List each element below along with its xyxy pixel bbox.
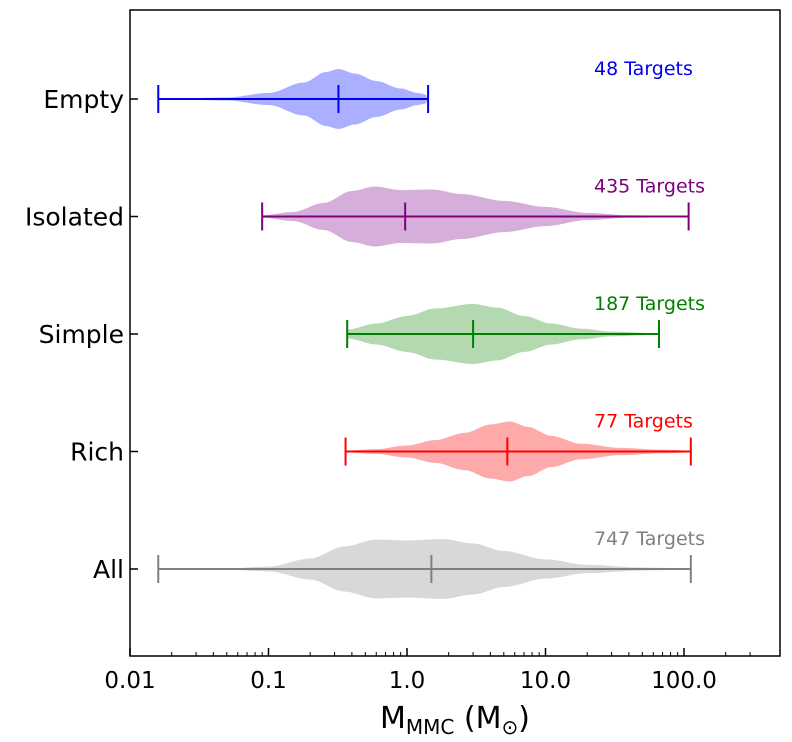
count-label-rich: 77 Targets — [594, 411, 693, 433]
x-tick-layer: 0.01 0.1 1.0 10.0 100.0 — [104, 648, 751, 694]
violin-isolated — [261, 186, 690, 247]
violin-simple — [346, 304, 661, 364]
violin-all — [157, 539, 692, 599]
y-tick-label-isolated: Isolated — [25, 203, 124, 232]
x-tick-label-1: 0.1 — [250, 668, 287, 694]
count-label-simple: 187 Targets — [594, 293, 705, 315]
y-tick-label-empty: Empty — [43, 85, 124, 114]
x-tick-label-3: 10.0 — [520, 668, 571, 694]
x-axis-title-sub: MMC — [406, 715, 454, 739]
count-label-all: 747 Targets — [594, 528, 705, 550]
x-tick-label-2: 1.0 — [389, 668, 426, 694]
x-axis-title-main: M — [380, 701, 406, 736]
violin-layer — [157, 69, 692, 599]
x-axis-title-unit-close: ) — [518, 701, 530, 736]
x-axis-title-unit-open: (M — [454, 701, 501, 736]
y-tick-label-rich: Rich — [70, 438, 124, 467]
count-label-layer: 48 Targets 435 Targets 187 Targets 77 Targe… — [594, 58, 705, 550]
x-tick-label-0: 0.01 — [104, 668, 155, 694]
violin-empty — [157, 69, 430, 129]
count-label-empty: 48 Targets — [594, 58, 693, 80]
plot-frame — [129, 9, 781, 657]
y-tick-label-simple: Simple — [39, 320, 124, 349]
y-tick-label-all: All — [93, 555, 124, 584]
x-axis-title-unit-sub: ⊙ — [502, 715, 519, 739]
y-tick-layer: Empty Isolated Simple Rich All — [25, 85, 138, 584]
x-tick-label-4: 100.0 — [651, 668, 717, 694]
count-label-isolated: 435 Targets — [594, 176, 705, 198]
violin-rich — [344, 421, 692, 482]
x-axis-title: MMMC (M⊙) — [380, 701, 530, 739]
